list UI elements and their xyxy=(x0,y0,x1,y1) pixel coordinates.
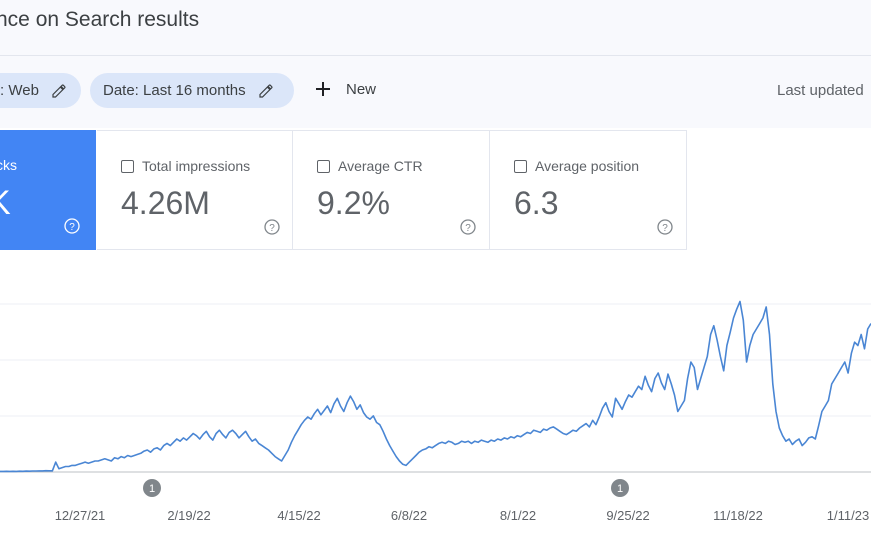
x-tick-label: 4/15/22 xyxy=(277,508,320,523)
page-title: nce on Search results xyxy=(0,8,200,31)
average-ctr-value: 9.2% xyxy=(317,185,390,221)
annotation-circle[interactable] xyxy=(611,479,629,497)
help-icon[interactable]: ? xyxy=(264,219,280,240)
svg-text:?: ? xyxy=(662,223,668,234)
total-impressions-value: 4.26M xyxy=(121,185,210,221)
x-tick-label: 8/1/22 xyxy=(500,508,536,523)
total-clicks-card[interactable]: cks K ? xyxy=(0,130,96,250)
last-updated-text: Last updated xyxy=(777,82,864,99)
clicks-series-line xyxy=(0,300,871,473)
pencil-icon[interactable] xyxy=(258,83,274,99)
svg-text:?: ? xyxy=(465,223,471,234)
average-position-value: 6.3 xyxy=(514,185,559,221)
x-tick-label: 11/18/22 xyxy=(713,508,763,523)
svg-text:?: ? xyxy=(69,222,75,233)
annotation-circle[interactable] xyxy=(143,479,161,497)
total-clicks-value: K xyxy=(0,184,11,223)
svg-text:?: ? xyxy=(269,223,275,234)
average-ctr-label: Average CTR xyxy=(338,158,423,174)
annotation-label: 1 xyxy=(617,483,623,495)
ctr-checkbox[interactable] xyxy=(317,159,330,173)
page-header: nce on Search results xyxy=(0,0,871,56)
plus-icon xyxy=(314,80,332,98)
x-tick-label: 6/8/22 xyxy=(391,508,427,523)
date-filter-chip[interactable]: Date: Last 16 months xyxy=(90,73,294,108)
x-tick-label: 9/25/22 xyxy=(606,508,649,523)
total-clicks-label: cks xyxy=(0,157,17,173)
help-icon[interactable]: ? xyxy=(460,219,476,240)
x-tick-label: 12/27/21 xyxy=(55,508,106,523)
impressions-checkbox[interactable] xyxy=(121,159,134,173)
help-icon[interactable]: ? xyxy=(64,218,80,239)
average-position-card[interactable]: Average position 6.3 ? xyxy=(490,130,687,250)
pencil-icon[interactable] xyxy=(51,83,67,99)
total-impressions-label: Total impressions xyxy=(142,158,251,174)
help-icon[interactable]: ? xyxy=(657,219,673,240)
performance-chart[interactable]: 12/27/21 2/19/22 4/15/22 6/8/22 8/1/22 9/25/2… xyxy=(0,290,871,550)
search-type-filter-chip[interactable]: : Web xyxy=(0,73,81,108)
position-checkbox[interactable] xyxy=(514,159,527,173)
total-impressions-card[interactable]: Total impressions 4.26M ? xyxy=(97,130,293,250)
average-position-label: Average position xyxy=(535,158,640,174)
annotation-label: 1 xyxy=(149,483,155,495)
new-filter-button[interactable]: New xyxy=(314,80,376,98)
average-ctr-card[interactable]: Average CTR 9.2% ? xyxy=(293,130,490,250)
search-type-filter-label: : Web xyxy=(0,82,39,99)
new-filter-label: New xyxy=(346,80,377,98)
filter-bar: : Web Date: Last 16 months New Last upda… xyxy=(0,56,871,128)
annotation-marker[interactable]: 1 xyxy=(611,479,629,497)
x-tick-label: 1/11/23 xyxy=(827,508,869,523)
x-tick-label: 2/19/22 xyxy=(167,508,210,523)
annotation-marker[interactable]: 1 xyxy=(143,479,161,497)
date-filter-label: Date: Last 16 months xyxy=(103,82,246,99)
